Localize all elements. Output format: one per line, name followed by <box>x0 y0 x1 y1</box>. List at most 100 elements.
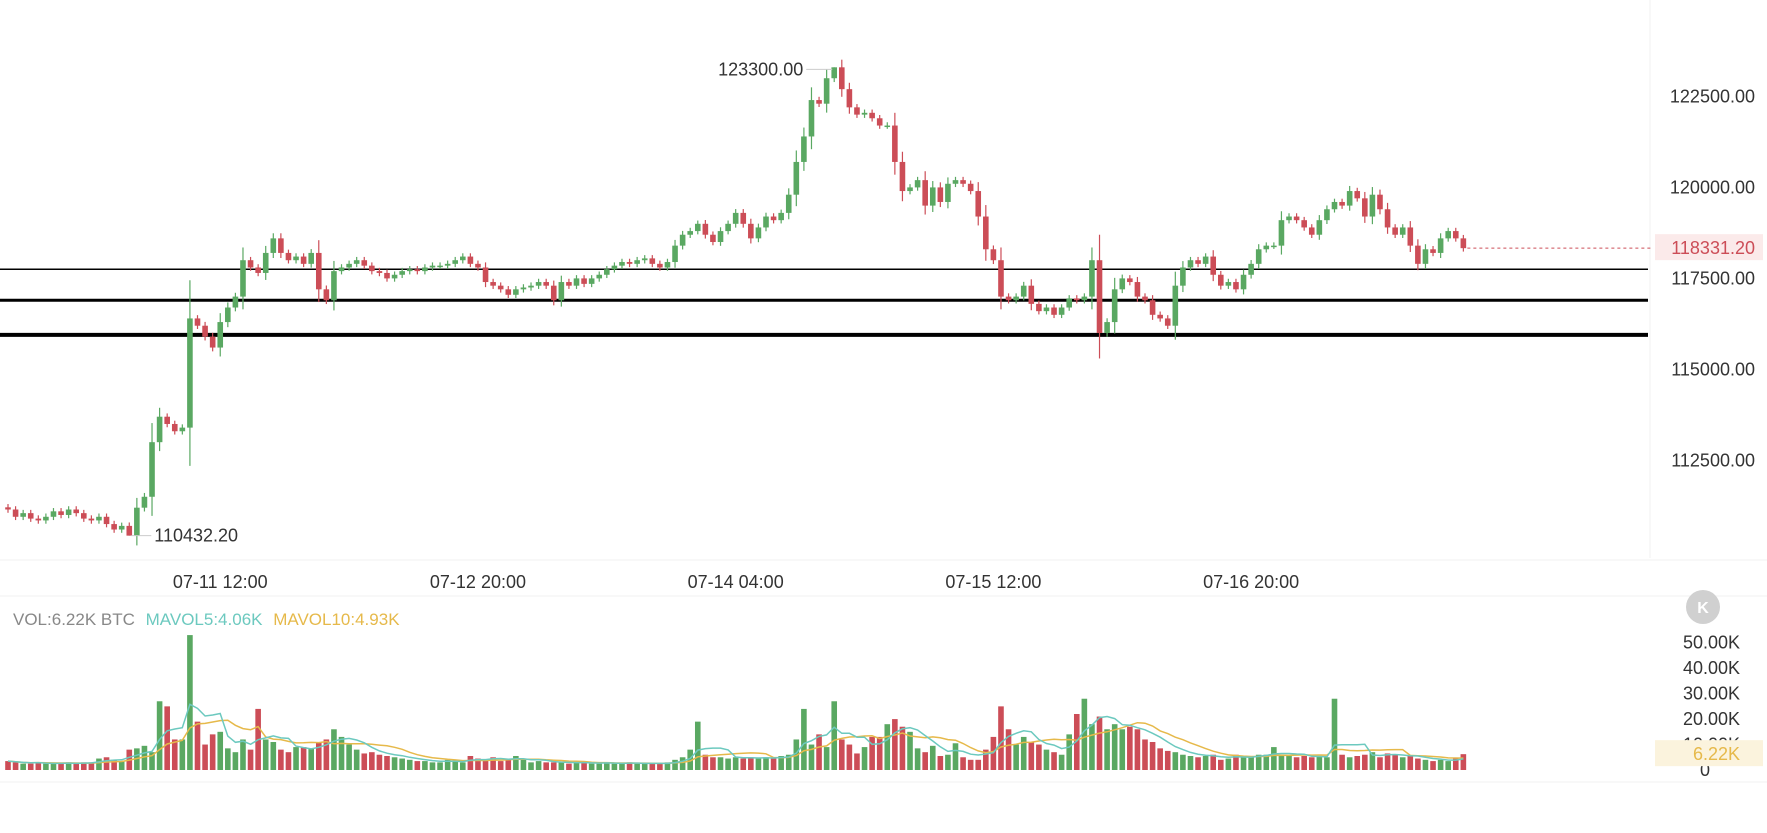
volume-bar <box>558 762 565 770</box>
candle-body <box>725 223 731 232</box>
candle-body <box>1157 314 1163 319</box>
volume-bar <box>1354 756 1361 770</box>
volume-bar <box>937 756 944 770</box>
volume-bar <box>118 761 125 770</box>
candle-body <box>1005 296 1012 301</box>
volume-bar <box>315 742 322 770</box>
candle-body <box>1308 227 1315 235</box>
volume-bar <box>884 724 891 770</box>
candle-body <box>846 89 853 108</box>
candle-body <box>1081 296 1088 301</box>
volume-bar <box>1407 756 1414 770</box>
volume-bar <box>869 736 875 770</box>
price-axis: 122500.00 120000.00 117500.00 115000.00 1125… <box>1670 86 1755 470</box>
candle-body <box>73 509 80 514</box>
candle-body <box>1278 220 1285 246</box>
volume-bar <box>1104 729 1110 770</box>
candle-body <box>1415 245 1421 264</box>
volume-bar <box>1293 757 1300 770</box>
candle-body <box>854 107 860 115</box>
volume-bar <box>376 754 383 770</box>
volume-bar <box>907 731 913 770</box>
volume-bar <box>1089 724 1095 770</box>
candle-body <box>444 263 451 266</box>
candle-body <box>520 287 527 290</box>
volume-bar <box>300 747 307 770</box>
price-tick-label: 112500.00 <box>1671 450 1755 470</box>
k-icon: K <box>1697 600 1709 617</box>
volume-bar <box>353 749 360 770</box>
volume-bar <box>1142 739 1148 770</box>
volume-bar <box>649 763 656 770</box>
candle-body <box>1286 216 1292 221</box>
candle-body <box>687 231 693 235</box>
volume-bar <box>361 753 368 770</box>
candle-body <box>422 267 428 272</box>
volume-bar <box>672 759 678 770</box>
candle-body <box>1331 201 1338 210</box>
candle-body <box>1422 249 1429 264</box>
volume-bar <box>1028 742 1035 770</box>
candle-body <box>960 180 966 184</box>
volume-bar <box>785 754 792 770</box>
volume-tick-label: 0 <box>1700 760 1710 780</box>
candle-body <box>1111 289 1118 323</box>
vol-label: VOL:6.22K BTC <box>13 610 135 629</box>
volume-bar <box>922 752 928 770</box>
candle-body <box>664 262 671 268</box>
volume-bar <box>1172 752 1179 770</box>
volume-bar <box>1051 752 1057 770</box>
candle-body <box>1089 260 1095 297</box>
volume-bar <box>755 758 762 770</box>
candle-body <box>710 234 716 243</box>
volume-bar <box>983 749 989 770</box>
volume-bar <box>505 759 512 770</box>
candle-body <box>1445 231 1451 239</box>
candle-body <box>543 282 549 286</box>
volume-bar <box>566 763 572 770</box>
time-tick-label: 07-16 20:00 <box>1203 572 1299 592</box>
candle-body <box>406 269 413 272</box>
volume-bar <box>679 757 686 770</box>
volume-bar <box>194 721 201 770</box>
volume-bar <box>846 744 853 770</box>
candle-body <box>232 296 239 308</box>
volume-current-badge <box>1655 740 1763 767</box>
volume-bar <box>588 763 595 770</box>
candle-body <box>1043 307 1050 312</box>
candle-body <box>452 260 459 264</box>
volume-bar <box>816 734 822 770</box>
candle-body <box>194 318 201 326</box>
volume-bar <box>581 762 587 770</box>
candle-body <box>1263 245 1270 250</box>
volume-bar <box>1445 761 1451 770</box>
candle-body <box>1187 260 1194 268</box>
candle-body <box>1369 194 1376 217</box>
last-price-badge <box>1655 234 1763 261</box>
volume-bar <box>88 762 95 770</box>
volume-bar <box>717 757 724 770</box>
candle-body <box>785 194 792 213</box>
volume-bar <box>1331 698 1338 770</box>
candle-body <box>558 282 565 301</box>
volume-bar <box>1134 729 1141 770</box>
volume-bar <box>1460 754 1467 770</box>
volume-bar <box>1020 736 1027 770</box>
volume-bar <box>338 736 345 770</box>
volume-bar <box>1255 754 1262 770</box>
candle-body <box>672 245 678 263</box>
candle-body <box>535 282 542 286</box>
volume-bar <box>1452 758 1459 770</box>
candle-body <box>1316 220 1323 235</box>
candle-body <box>247 260 254 268</box>
volume-bar <box>732 757 739 770</box>
volume-bar <box>1399 757 1406 770</box>
candle-body <box>126 525 133 536</box>
kline-toggle-button[interactable]: K <box>1686 590 1720 624</box>
candle-body <box>634 260 640 264</box>
candle-body <box>202 325 208 337</box>
candle-body <box>717 231 724 243</box>
candle-body <box>1036 303 1042 312</box>
candle-body <box>945 183 951 202</box>
